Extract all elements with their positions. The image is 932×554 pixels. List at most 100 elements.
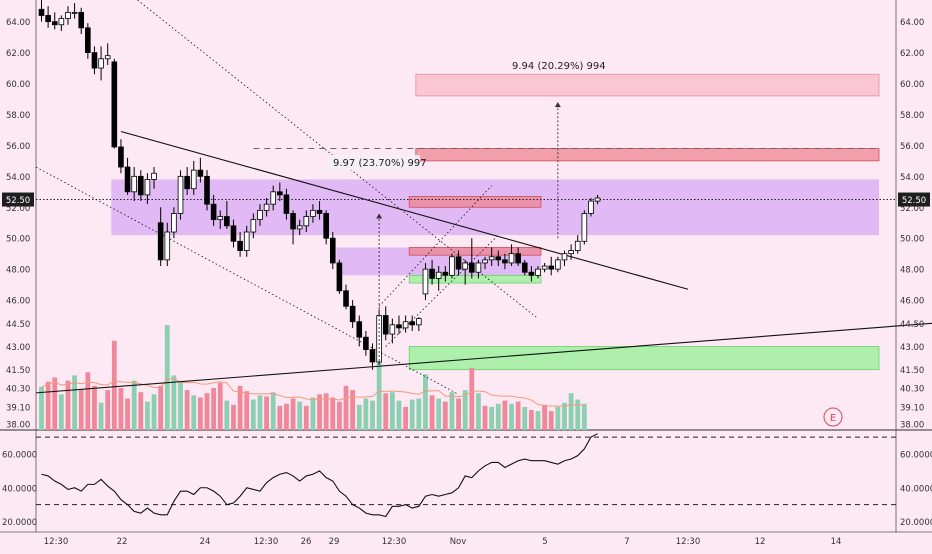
volume-bar [171, 375, 177, 430]
left-oscillator-tick: 60.0000 [2, 450, 37, 460]
volume-bar [330, 397, 336, 430]
left-price-tick: 56.00 [6, 142, 30, 152]
volume-bar [145, 401, 150, 430]
volume-bar [39, 386, 44, 430]
time-axis-tick: 14 [831, 537, 842, 547]
right-price-tick: 46.00 [900, 297, 924, 307]
candle-body [151, 172, 157, 180]
candle-body [502, 259, 508, 264]
volume-bar [416, 398, 422, 430]
volume-bar [476, 393, 481, 430]
earnings-icon [823, 407, 843, 427]
right-price-tick: 60.00 [900, 80, 924, 90]
candle-body [382, 315, 389, 335]
candle-body [594, 197, 601, 202]
right-price-tick: 58.00 [900, 111, 924, 121]
volume-bar [568, 393, 574, 430]
volume-bar [164, 325, 170, 430]
candle-body [177, 175, 184, 214]
candle-body [210, 203, 217, 221]
volume-bar [191, 395, 197, 430]
candle-body [263, 203, 270, 211]
right-price-tick: 43.00 [900, 343, 924, 353]
candle-body [118, 146, 124, 168]
volume-bar [217, 382, 223, 430]
time-axis-tick: 24 [200, 537, 211, 547]
candle-body [303, 216, 310, 227]
volume-bar [85, 372, 91, 430]
candle-body [230, 225, 237, 242]
candle-body [475, 262, 482, 273]
left-price-tick: 38.00 [6, 420, 30, 430]
time-axis-tick: Nov [450, 537, 467, 547]
volume-bar [436, 398, 442, 430]
left-price-tick: 52.00 [6, 204, 30, 214]
candle-body [290, 213, 296, 230]
channel-line-upper [137, 0, 539, 319]
volume-bar [343, 385, 349, 430]
volume-bar [98, 402, 104, 430]
candle-body [131, 175, 137, 193]
volume-bar [581, 403, 587, 430]
candle-body [164, 231, 171, 261]
candle-body [574, 240, 581, 251]
time-axis-tick: 12:30 [382, 537, 407, 547]
candle-body [323, 213, 329, 239]
right-price-tick: 50.00 [900, 235, 924, 245]
candle-body [71, 11, 78, 14]
right-oscillator-tick: 40.0000 [900, 484, 932, 494]
time-axis-tick: 29 [329, 537, 340, 547]
time-axis-tick: 12:30 [254, 537, 279, 547]
candle-body [508, 253, 515, 264]
candle-body [137, 175, 144, 196]
left-price-tick: 40.30 [6, 385, 30, 395]
candle-body [482, 259, 488, 264]
zone-support [408, 274, 542, 284]
candle-body [237, 240, 243, 251]
volume-bar [423, 374, 428, 430]
candle-body [157, 222, 164, 261]
candle-body [588, 200, 594, 214]
volume-bar [462, 390, 468, 430]
candle-body [91, 52, 98, 69]
candle-body [336, 262, 343, 292]
volume-bar [350, 390, 356, 430]
volume-bar [290, 398, 296, 430]
right-price-tick: 40.30 [900, 385, 924, 395]
zone-resistance [408, 196, 542, 208]
candle-body [343, 290, 349, 307]
candle-body [409, 321, 416, 326]
candle-body [78, 11, 85, 29]
right-price-tick: 48.00 [900, 266, 924, 276]
zone-support [408, 346, 880, 371]
measure-arrowhead-2 [554, 102, 561, 108]
candle-body [369, 349, 376, 363]
time-axis-tick: 7 [624, 537, 629, 547]
candle-body [396, 324, 402, 329]
volume-bar [449, 392, 455, 430]
rising-channel-upper [378, 185, 492, 307]
candle-body [521, 262, 528, 273]
volume-bar [197, 397, 203, 430]
right-price-tick: 52.00 [900, 204, 924, 214]
volume-bar [562, 402, 567, 430]
volume-bar [456, 398, 461, 430]
candle-body [171, 213, 177, 233]
right-price-tick: 64.00 [900, 18, 924, 28]
candle-body [495, 256, 502, 261]
time-axis-tick: 26 [301, 537, 312, 547]
candle-body [217, 216, 224, 221]
left-price-tick: 46.00 [6, 297, 30, 307]
zone-resistance [408, 247, 542, 256]
left-price-tick: 39.10 [6, 403, 30, 413]
candle-body [65, 11, 71, 19]
right-price-tick: 54.00 [900, 173, 924, 183]
candle-body [581, 213, 588, 242]
volume-bar [502, 400, 508, 430]
candle-body [329, 237, 336, 264]
volume-bar [469, 368, 475, 430]
volume-bar [284, 403, 289, 430]
right-price-tick: 41.50 [900, 366, 924, 376]
right-oscillator-tick: 60.0000 [900, 450, 932, 460]
